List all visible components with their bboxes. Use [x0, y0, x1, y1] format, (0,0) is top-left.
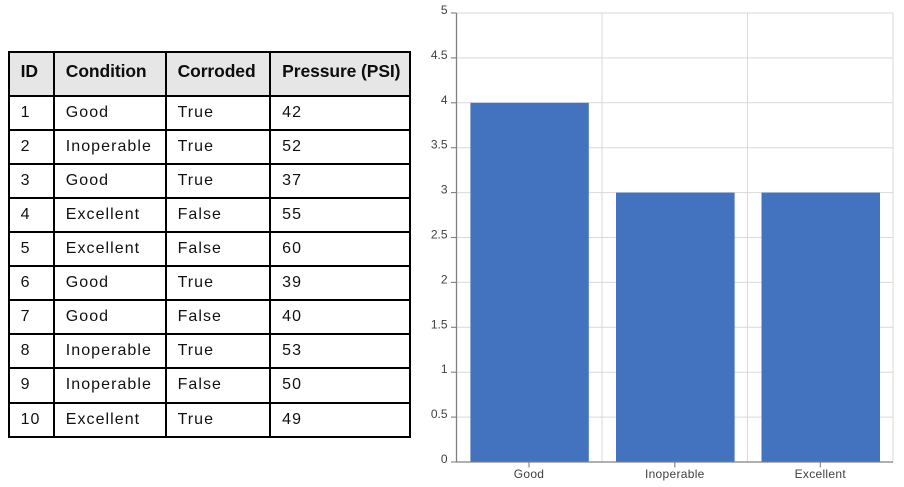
svg-text:3: 3	[441, 183, 448, 197]
svg-text:Inoperable: Inoperable	[645, 467, 705, 481]
svg-text:0.5: 0.5	[431, 407, 448, 421]
svg-text:Good: Good	[514, 467, 545, 481]
svg-text:Excellent: Excellent	[795, 467, 847, 481]
svg-text:2: 2	[441, 272, 448, 286]
svg-text:1.5: 1.5	[431, 317, 448, 331]
svg-text:0: 0	[441, 452, 448, 466]
svg-text:3.5: 3.5	[431, 138, 448, 152]
svg-text:4: 4	[441, 93, 448, 107]
svg-text:4.5: 4.5	[431, 48, 448, 62]
svg-text:1: 1	[441, 362, 448, 376]
svg-text:5: 5	[441, 3, 448, 17]
svg-text:2.5: 2.5	[431, 228, 448, 242]
